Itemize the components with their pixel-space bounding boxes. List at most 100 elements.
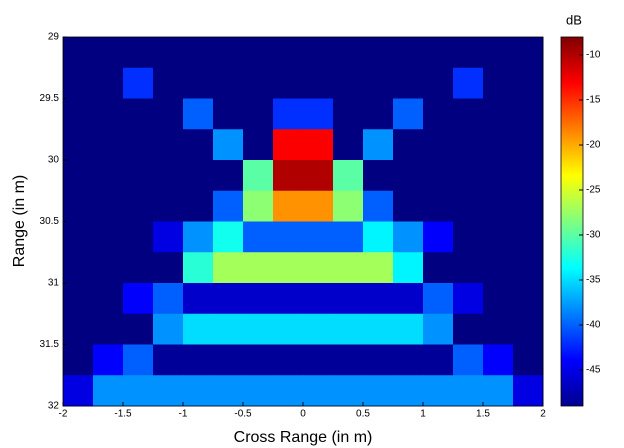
colorbar-tick-label: -40 bbox=[586, 320, 601, 331]
heat-cell bbox=[123, 68, 154, 99]
heat-cell bbox=[213, 345, 244, 376]
heat-cell bbox=[333, 252, 364, 283]
heat-cell bbox=[243, 68, 274, 99]
heat-cell bbox=[153, 160, 184, 191]
heat-cell bbox=[483, 345, 514, 376]
heat-cell bbox=[303, 283, 334, 314]
heat-cell bbox=[423, 222, 454, 253]
heat-cell bbox=[453, 252, 484, 283]
heat-cell bbox=[303, 129, 334, 160]
heat-cell bbox=[153, 37, 184, 68]
heat-cell bbox=[513, 222, 544, 253]
heat-cell bbox=[63, 252, 94, 283]
heat-cell bbox=[453, 129, 484, 160]
heat-cell bbox=[423, 283, 454, 314]
heat-cell bbox=[273, 191, 304, 222]
heat-cell bbox=[93, 68, 124, 99]
heat-cell bbox=[63, 375, 94, 406]
heat-cell bbox=[93, 345, 124, 376]
heat-cell bbox=[243, 99, 274, 130]
heat-cell bbox=[183, 345, 214, 376]
heat-cell bbox=[303, 37, 334, 68]
heat-cell bbox=[423, 37, 454, 68]
heat-cell bbox=[123, 252, 154, 283]
heat-cell bbox=[93, 160, 124, 191]
heat-cell bbox=[153, 129, 184, 160]
heat-cell bbox=[303, 314, 334, 345]
heat-cell bbox=[483, 191, 514, 222]
heat-cell bbox=[453, 375, 484, 406]
heat-cell bbox=[453, 68, 484, 99]
chart: Cross Range (in m) Range (in m) dB -2-1.… bbox=[0, 0, 624, 448]
heat-cell bbox=[183, 252, 214, 283]
x-tick-label: -0.5 bbox=[234, 409, 252, 420]
heat-cell bbox=[243, 283, 274, 314]
heat-cell bbox=[123, 129, 154, 160]
heat-cell bbox=[153, 68, 184, 99]
heat-cell bbox=[363, 129, 394, 160]
heat-cell bbox=[393, 191, 424, 222]
heat-cell bbox=[243, 345, 274, 376]
heat-cell bbox=[183, 68, 214, 99]
y-tick-label: 32 bbox=[48, 401, 60, 412]
x-tick-label: -2 bbox=[59, 409, 68, 420]
heat-cell bbox=[513, 129, 544, 160]
heat-cell bbox=[453, 283, 484, 314]
heat-cell bbox=[243, 129, 274, 160]
heat-cell bbox=[333, 345, 364, 376]
heat-cell bbox=[63, 314, 94, 345]
heat-cell bbox=[483, 375, 514, 406]
heat-cell bbox=[153, 191, 184, 222]
heat-cell bbox=[333, 222, 364, 253]
heat-cell bbox=[513, 37, 544, 68]
heat-cell bbox=[93, 252, 124, 283]
heat-cell bbox=[393, 99, 424, 130]
heat-cell bbox=[123, 160, 154, 191]
heat-cell bbox=[333, 160, 364, 191]
heat-cell bbox=[63, 222, 94, 253]
heat-cell bbox=[513, 314, 544, 345]
heat-cell bbox=[453, 314, 484, 345]
heat-cell bbox=[513, 160, 544, 191]
heat-cell bbox=[453, 345, 484, 376]
heat-cell bbox=[393, 160, 424, 191]
heat-cell bbox=[243, 252, 274, 283]
heat-cell bbox=[303, 68, 334, 99]
heat-cell bbox=[183, 99, 214, 130]
heat-cell bbox=[393, 37, 424, 68]
heat-cell bbox=[303, 191, 334, 222]
heat-cell bbox=[213, 191, 244, 222]
heat-cell bbox=[513, 99, 544, 130]
x-tick-label: -1 bbox=[179, 409, 188, 420]
heat-cell bbox=[93, 283, 124, 314]
colorbar bbox=[561, 37, 583, 406]
y-tick-label: 29 bbox=[48, 32, 60, 43]
heat-cell bbox=[63, 345, 94, 376]
heat-cell bbox=[363, 68, 394, 99]
heat-cell bbox=[423, 314, 454, 345]
heat-cell bbox=[243, 375, 274, 406]
heat-cell bbox=[63, 191, 94, 222]
heat-cell bbox=[363, 99, 394, 130]
x-tick-label: 1.5 bbox=[476, 409, 490, 420]
heat-cell bbox=[213, 37, 244, 68]
y-tick-label: 31.5 bbox=[40, 339, 60, 350]
heat-cell bbox=[483, 99, 514, 130]
heat-cell bbox=[303, 222, 334, 253]
x-tick-label: 1 bbox=[420, 409, 426, 420]
heat-cell bbox=[243, 37, 274, 68]
heat-cell bbox=[123, 345, 154, 376]
heat-cell bbox=[63, 129, 94, 160]
heat-cell bbox=[483, 129, 514, 160]
colorbar-label: dB bbox=[566, 12, 582, 27]
heat-cell bbox=[243, 222, 274, 253]
heat-cell bbox=[423, 99, 454, 130]
heat-cell bbox=[213, 129, 244, 160]
heat-cell bbox=[153, 222, 184, 253]
heat-cell bbox=[213, 222, 244, 253]
heat-cell bbox=[303, 345, 334, 376]
heat-cell bbox=[123, 314, 154, 345]
heat-cell bbox=[123, 283, 154, 314]
y-tick-label: 31 bbox=[48, 278, 60, 289]
heat-cell bbox=[153, 283, 184, 314]
